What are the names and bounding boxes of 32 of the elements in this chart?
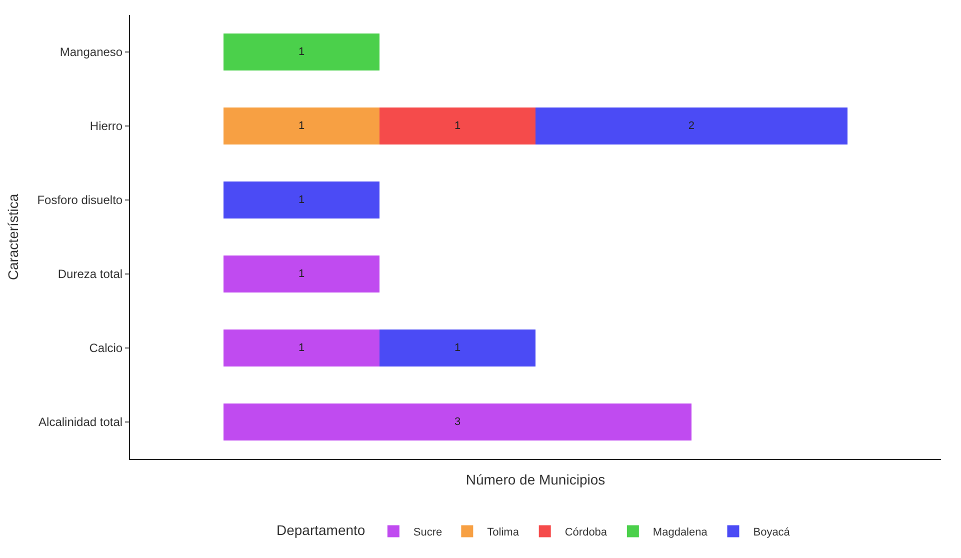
data-label: 3 — [454, 416, 461, 428]
y-tick-label: Fosforo disuelto — [37, 193, 123, 208]
data-label: 1 — [298, 342, 305, 354]
y-tick-label: Dureza total — [58, 267, 123, 282]
legend-label: Magdalena — [652, 526, 708, 539]
bar — [224, 182, 380, 218]
x-axis-title: Número de Municipios — [466, 471, 606, 488]
legend-label: Boyacá — [753, 526, 791, 539]
data-label: 1 — [298, 46, 305, 58]
bar — [224, 108, 380, 144]
data-label: 1 — [298, 268, 305, 280]
y-tick-label: Hierro — [90, 119, 123, 134]
data-label: 1 — [298, 194, 305, 206]
bar — [224, 256, 380, 292]
data-label: 1 — [298, 120, 305, 132]
data-label: 1 — [454, 342, 461, 354]
legend-label: Tolima — [487, 526, 520, 539]
bar — [380, 108, 536, 144]
bar — [380, 330, 536, 366]
y-tick-label: Manganeso — [60, 45, 123, 60]
data-label: 1 — [454, 120, 461, 132]
bar — [224, 404, 692, 440]
legend-label: Córdoba — [564, 526, 608, 539]
y-tick-label: Calcio — [89, 341, 123, 356]
legend-title: Departamento — [276, 522, 366, 538]
bar — [224, 330, 380, 366]
bar — [224, 34, 380, 70]
y-tick-label: Alcalinidad total — [38, 415, 123, 430]
bar — [536, 108, 848, 144]
legend-label: Sucre — [413, 526, 442, 539]
y-axis-title: Característica — [4, 194, 21, 280]
data-label: 2 — [688, 120, 695, 132]
